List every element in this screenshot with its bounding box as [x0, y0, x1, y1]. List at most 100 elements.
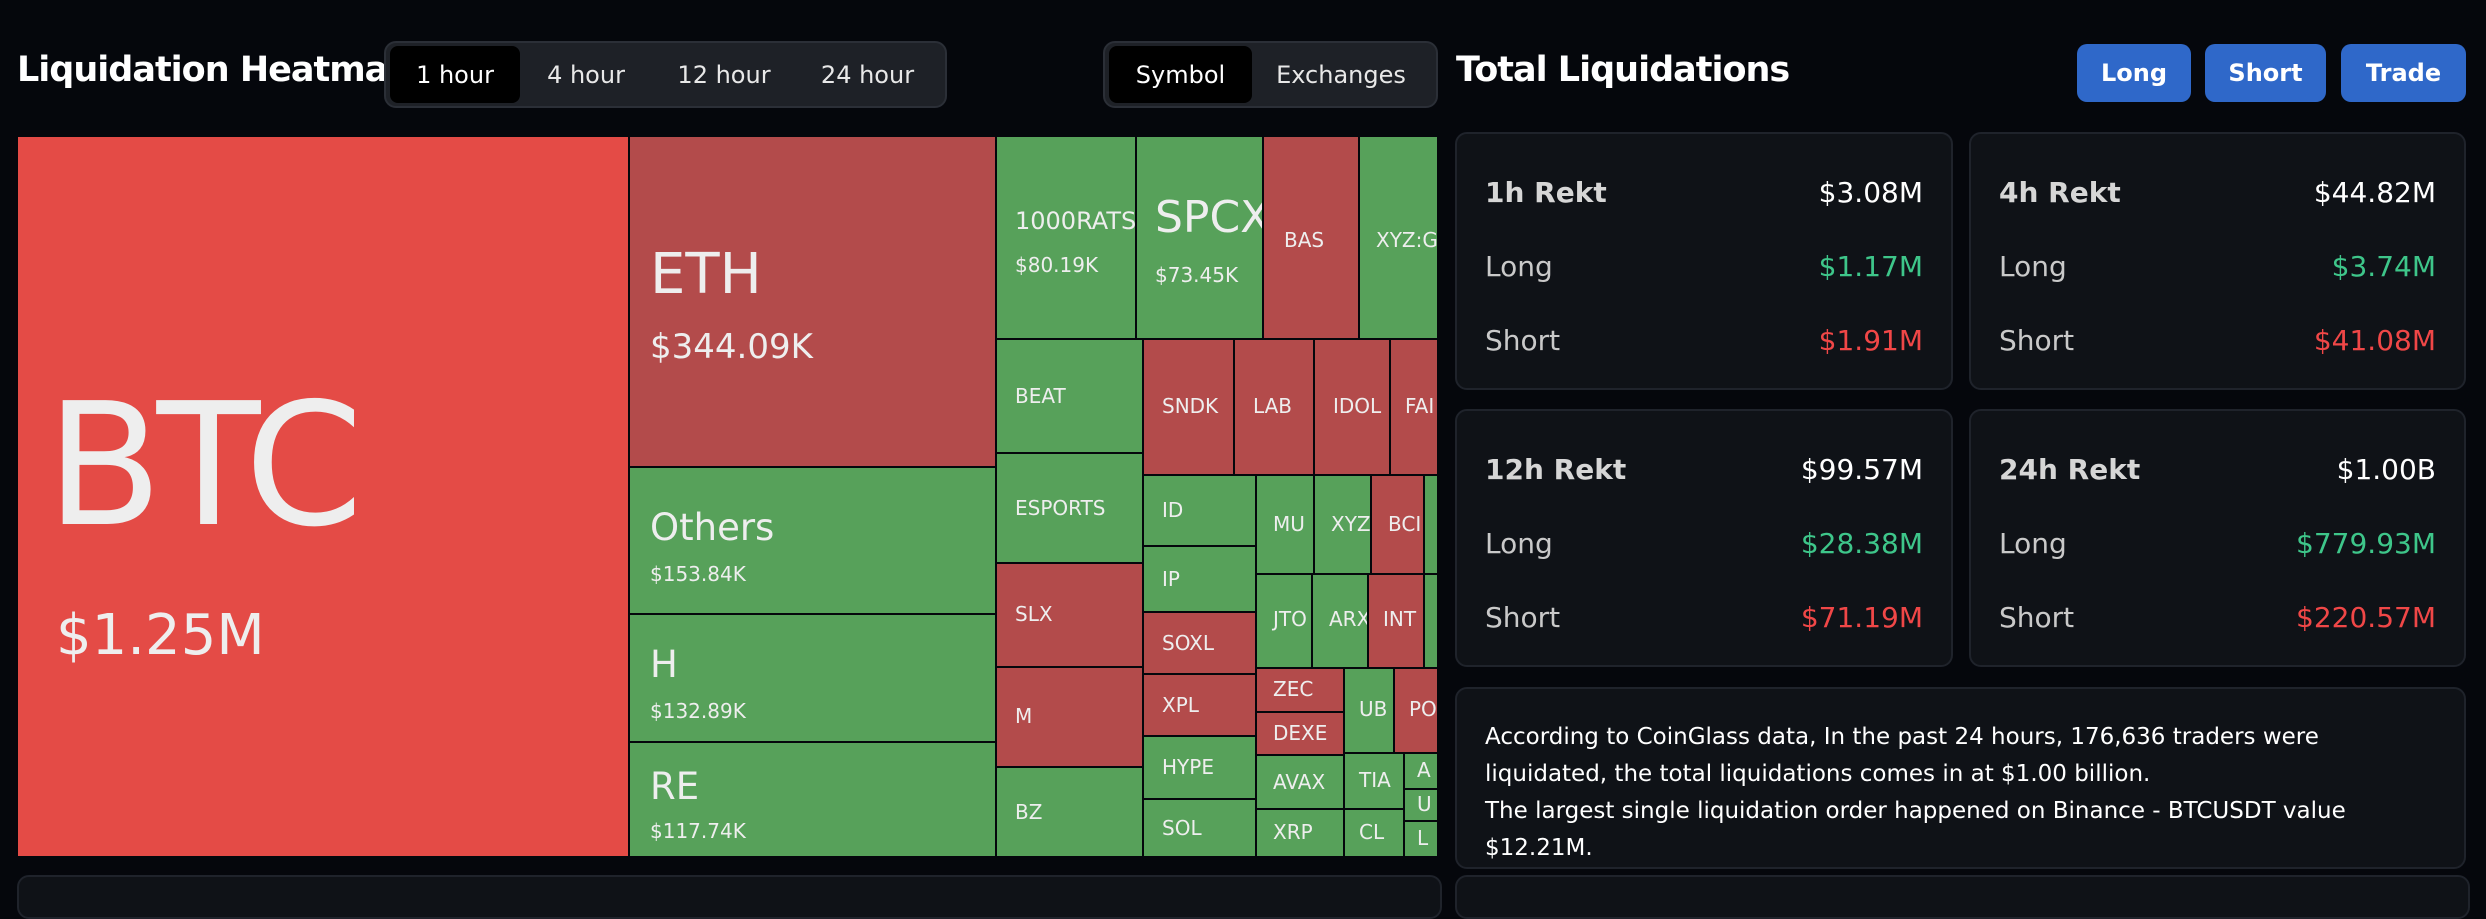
heatmap-tile-jto[interactable]: JTO	[1256, 574, 1312, 668]
heatmap-tile-spcx[interactable]: SPCX $73.45K	[1136, 136, 1263, 339]
summary-text-largest-order: The largest single liquidation order hap…	[1485, 798, 2346, 861]
bottom-panel-right	[1455, 875, 2470, 919]
heatmap-tile-re[interactable]: RE $117.74K	[629, 742, 996, 857]
liquidation-heatmap: BTC $1.25M ETH $344.09K Others $153.84K H $132.…	[17, 136, 1438, 857]
tab-12-hour[interactable]: 12 hour	[677, 60, 771, 89]
stats-card-12h: 12h Rekt $99.57M Long $28.38M Short $71.19M	[1455, 409, 1953, 667]
stats-label: 4h Rekt	[1999, 176, 2121, 209]
heatmap-tile-xyz[interactable]: XYZ	[1314, 475, 1371, 574]
heatmap-tile-mu[interactable]: MU	[1256, 475, 1314, 574]
stats-label: 12h Rekt	[1485, 453, 1627, 486]
tile-symbol: JTO	[1273, 607, 1307, 631]
tile-symbol: BZ	[1015, 800, 1043, 824]
tile-symbol: ETH	[650, 242, 762, 307]
short-label: Short	[1999, 601, 2075, 634]
heatmap-tile-esports[interactable]: ESPORTS	[996, 453, 1143, 563]
tile-symbol: Others	[650, 506, 775, 549]
heatmap-tile-bz[interactable]: BZ	[996, 767, 1143, 857]
tile-symbol: XYZ:G	[1376, 228, 1438, 252]
tab-exchanges[interactable]: Exchanges	[1276, 60, 1406, 89]
tile-symbol: M	[1015, 704, 1033, 728]
tile-symbol: AVAX	[1273, 770, 1326, 794]
tile-symbol: H	[650, 643, 678, 686]
heatmap-tile-avax[interactable]: AVAX	[1256, 755, 1344, 809]
heatmap-tile-sol[interactable]: SOL	[1143, 799, 1256, 857]
heatmap-tile[interactable]	[1424, 574, 1438, 668]
tile-symbol: XYZ	[1331, 512, 1371, 536]
summary-text: According to CoinGlass data, In the past…	[1485, 724, 2319, 787]
heatmap-tile[interactable]	[1424, 475, 1438, 574]
heatmap-tile-h[interactable]: H $132.89K	[629, 614, 996, 742]
heatmap-tile-1000rats[interactable]: 1000RATS $80.19K	[996, 136, 1136, 339]
heatmap-tile-m[interactable]: M	[996, 667, 1143, 767]
bottom-panel-left	[17, 875, 1442, 919]
tile-symbol: BTC	[46, 367, 363, 565]
heatmap-tile-fai[interactable]: FAI	[1390, 339, 1438, 475]
heatmap-tile-ub[interactable]: UB	[1344, 668, 1394, 753]
tile-value: $117.74K	[650, 819, 746, 843]
tile-symbol: SPCX	[1155, 192, 1263, 243]
heatmap-tile-soxl[interactable]: SOXL	[1143, 612, 1256, 674]
heatmap-tile-tia[interactable]: TIA	[1344, 753, 1404, 809]
stats-card-1h: 1h Rekt $3.08M Long $1.17M Short $1.91M	[1455, 132, 1953, 390]
heatmap-tile-cl[interactable]: CL	[1344, 809, 1404, 857]
tile-symbol: INT	[1383, 607, 1417, 631]
heatmap-tile-slx[interactable]: SLX	[996, 563, 1143, 667]
stats-total: $1.00B	[2336, 453, 2436, 486]
stats-total: $99.57M	[1800, 453, 1923, 486]
short-button[interactable]: Short	[2205, 44, 2326, 102]
tile-symbol: LAB	[1253, 394, 1293, 418]
long-value: $28.38M	[1800, 527, 1923, 560]
stats-card-4h: 4h Rekt $44.82M Long $3.74M Short $41.08M	[1969, 132, 2466, 390]
tile-symbol: IP	[1162, 567, 1180, 591]
heatmap-tile-zec[interactable]: ZEC	[1256, 668, 1344, 712]
tile-symbol: POPCAT	[1409, 697, 1437, 721]
heatmap-tile-int[interactable]: INT	[1368, 574, 1424, 668]
tile-symbol: SOXL	[1162, 631, 1215, 655]
heatmap-tile-id[interactable]: ID	[1143, 475, 1256, 546]
short-label: Short	[1999, 324, 2075, 357]
long-value: $1.17M	[1818, 250, 1923, 283]
heatmap-tile-sndk[interactable]: SNDK	[1143, 339, 1234, 475]
heatmap-tile-dexe[interactable]: DEXE	[1256, 712, 1344, 755]
tile-symbol: CL	[1359, 820, 1385, 844]
heatmap-tile-a[interactable]: A	[1404, 753, 1438, 789]
total-liquidations-title: Total Liquidations	[1456, 50, 1790, 90]
tile-symbol: SOL	[1162, 816, 1202, 840]
heatmap-tile-l[interactable]: L	[1404, 821, 1438, 857]
tile-symbol: XRP	[1273, 820, 1313, 844]
heatmap-tile-beat[interactable]: BEAT	[996, 339, 1143, 453]
tab-4-hour[interactable]: 4 hour	[547, 60, 625, 89]
tile-value: $344.09K	[650, 327, 813, 367]
tile-symbol: SNDK	[1162, 394, 1219, 418]
stats-label: 1h Rekt	[1485, 176, 1607, 209]
heatmap-tile-others[interactable]: Others $153.84K	[629, 467, 996, 614]
heatmap-tile-eth[interactable]: ETH $344.09K	[629, 136, 996, 467]
heatmap-tile-hype[interactable]: HYPE	[1143, 736, 1256, 799]
heatmap-tile-arx[interactable]: ARX	[1312, 574, 1368, 668]
heatmap-tile-popcat[interactable]: POPCAT	[1394, 668, 1438, 753]
heatmap-tile-xpl[interactable]: XPL	[1143, 674, 1256, 736]
short-value: $1.91M	[1818, 324, 1923, 357]
heatmap-tile-lab[interactable]: LAB	[1234, 339, 1314, 475]
stats-total: $44.82M	[2313, 176, 2436, 209]
tab-24-hour[interactable]: 24 hour	[820, 60, 915, 89]
tile-symbol: ESPORTS	[1015, 496, 1106, 520]
heatmap-tile-idol[interactable]: IDOL	[1314, 339, 1390, 475]
heatmap-tile-xyz-g[interactable]: XYZ:G	[1359, 136, 1438, 339]
view-selector: Symbol Exchanges	[1103, 41, 1438, 108]
heatmap-tile-u[interactable]: U	[1404, 789, 1438, 821]
heatmap-tile-xrp[interactable]: XRP	[1256, 809, 1344, 857]
heatmap-tile-bci[interactable]: BCI	[1371, 475, 1424, 574]
heatmap-tile-ip[interactable]: IP	[1143, 546, 1256, 612]
tab-symbol[interactable]: Symbol	[1109, 46, 1252, 103]
heatmap-tile-bas[interactable]: BAS	[1263, 136, 1359, 339]
trade-button[interactable]: Trade	[2341, 44, 2466, 102]
tab-1-hour[interactable]: 1 hour	[390, 46, 520, 103]
tile-symbol: TIA	[1359, 768, 1391, 792]
tile-value: $153.84K	[650, 562, 746, 586]
tile-symbol: XPL	[1162, 693, 1199, 717]
short-value: $41.08M	[2313, 324, 2436, 357]
long-button[interactable]: Long	[2077, 44, 2191, 102]
heatmap-tile-btc[interactable]: BTC $1.25M	[17, 136, 629, 857]
